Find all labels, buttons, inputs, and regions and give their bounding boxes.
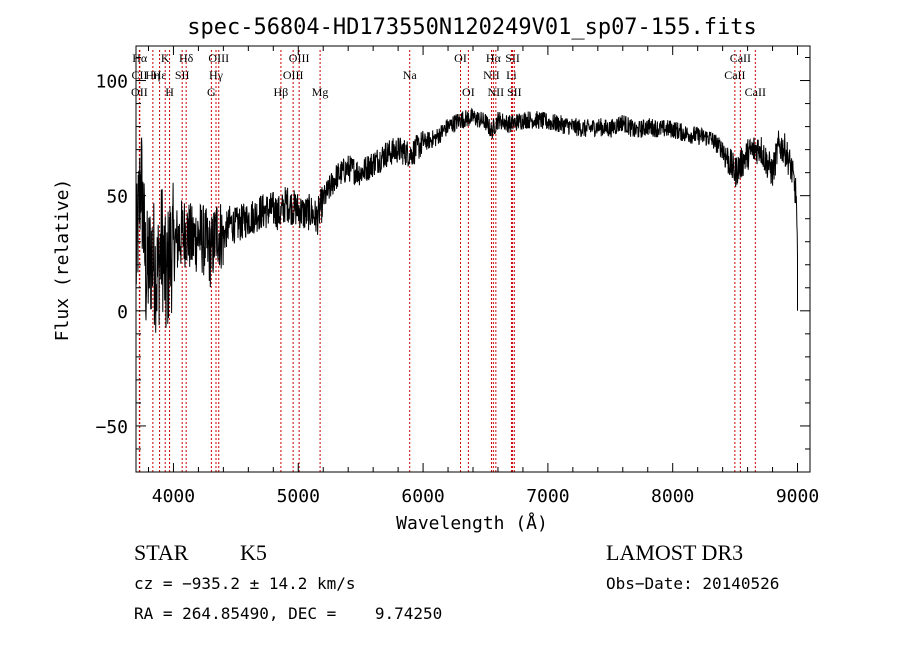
spectral-line-label: K (161, 51, 170, 65)
x-axis-label: Wavelength (Å) (396, 512, 548, 534)
x-tick-label: 6000 (401, 486, 444, 507)
spectral-line-label: OI (454, 51, 467, 65)
survey-name: LAMOST DR3 (606, 540, 743, 565)
x-tick-label: 7000 (526, 486, 569, 507)
x-tick-label: 4000 (152, 486, 195, 507)
spectral-line-label: Hη (145, 68, 160, 82)
y-tick-label: 50 (106, 187, 128, 208)
redshift-text: cz = −935.2 ± 14.2 km/s (134, 574, 356, 593)
spectral-line-label: Hβ (274, 85, 289, 99)
x-tick-label: 9000 (776, 486, 819, 507)
spectral-line-label: OII (131, 85, 148, 99)
spectral-line-label: OIII (283, 68, 304, 82)
spectral-line-label: SII (175, 68, 190, 82)
spectral-line-label: CaII (745, 85, 766, 99)
obs-date-text: Obs−Date: 20140526 (606, 574, 779, 593)
spectral-line-label: NII (483, 68, 500, 82)
spectral-line-label: CaII (724, 68, 745, 82)
y-tick-label: 0 (117, 302, 128, 323)
info-panel: STAR K5 LAMOST DR3 cz = −935.2 ± 14.2 km… (134, 540, 779, 623)
chart-title: spec-56804-HD173550N120249V01_sp07-155.f… (187, 15, 757, 40)
spectral-line-label: H (165, 85, 174, 99)
spectral-line-label: Hδ (179, 51, 194, 65)
y-tick-label: −50 (95, 417, 128, 438)
y-axis: −50 0 50 100 (95, 57, 810, 450)
x-axis: 4000 5000 6000 7000 8000 9000 (147, 46, 819, 507)
y-tick-label: 100 (95, 72, 128, 93)
x-tick-label: 8000 (651, 486, 694, 507)
spectral-line-label: SII (505, 51, 520, 65)
spectral-line-label: OIII (289, 51, 310, 65)
spectral-line-label: SII (507, 85, 522, 99)
object-class: STAR (134, 540, 189, 565)
spectral-line-label: OI (462, 85, 475, 99)
spectral-line-label: G (207, 85, 216, 99)
spectral-line-label: Hα (486, 51, 502, 65)
spectral-line-label: Hγ (209, 68, 224, 82)
spectral-lines-layer: HαCIIOIIHηHεKHHδSIIGHγOIIIHβOIIIOIIIMgNa… (131, 50, 766, 472)
spectral-line-label: OIII (208, 51, 229, 65)
y-axis-label: Flux (relative) (52, 179, 73, 342)
spectral-line-label: Hε (153, 68, 167, 82)
x-tick-label: 5000 (277, 486, 320, 507)
spectral-line-label: Li (506, 68, 517, 82)
spectral-line-label: NII (488, 85, 505, 99)
spectral-line-label: Mg (312, 85, 329, 99)
spectral-line-label: CaII (730, 51, 751, 65)
spectrum-line (135, 107, 798, 333)
plot-frame (135, 45, 811, 473)
spectral-line-label: Na (403, 68, 418, 82)
coords-text: RA = 264.85490, DEC = 9.74250 (134, 604, 442, 623)
object-subclass: K5 (240, 540, 267, 565)
